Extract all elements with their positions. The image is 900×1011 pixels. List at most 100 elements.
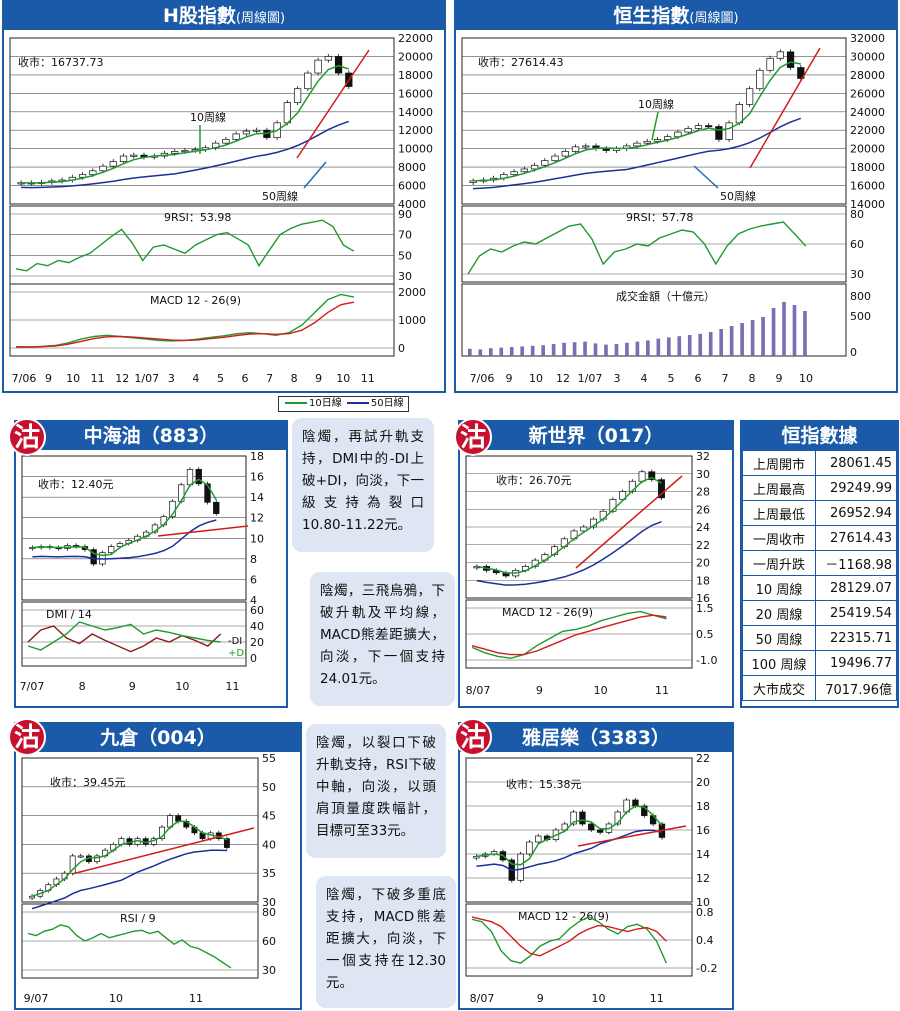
y-tick-label: 16000 xyxy=(398,87,433,100)
x-tick-label: 9 xyxy=(315,372,322,385)
y-tick-label: 8000 xyxy=(398,161,426,174)
x-tick-label: 8 xyxy=(749,372,756,385)
x-tick-label: 9 xyxy=(536,684,543,697)
wharf-note: 陰燭，以裂口下破升軌支持，RSI下破中軸，向淡，以頭肩頂量度跌幅計，目標可至33… xyxy=(306,724,446,858)
candle-body xyxy=(304,72,312,90)
turnover-bar xyxy=(551,344,556,356)
turnover-bar xyxy=(750,320,755,356)
turnover-bar xyxy=(740,323,744,356)
nwd-panel: 新世界（017） 32 30 28 26 24 22 20 18 16 收市：26.70元 1.5 0… xyxy=(458,420,734,708)
x-tick-label: 4 xyxy=(641,372,648,385)
candle-body xyxy=(609,499,617,512)
candle-body xyxy=(119,155,128,162)
candle-body xyxy=(334,56,343,74)
cnooc-header: 中海油（883） xyxy=(16,422,286,450)
ma50-line xyxy=(476,829,663,871)
y-tick-label: 16 xyxy=(696,824,710,837)
ma10-line xyxy=(32,478,217,557)
x-tick-label: 9 xyxy=(776,372,783,385)
turnover-bar xyxy=(687,335,692,356)
wharf-chart: 55 50 45 40 35 30 收市：39.45元 80 60 30 RSI / 9 9/07 10… xyxy=(21,752,276,1005)
y-tick-label: 4 xyxy=(250,594,257,607)
agile-sell-badge: 沽 xyxy=(454,718,492,756)
x-tick-label: 9/07 xyxy=(24,992,49,1005)
x-tick-label: 10 xyxy=(529,372,543,385)
candle-body xyxy=(766,57,774,71)
candle-body xyxy=(643,140,651,144)
x-tick-label: 8/07 xyxy=(466,684,491,697)
candle-body xyxy=(116,543,124,547)
x-tick-label: 10 xyxy=(594,684,608,697)
x-tick-label: 6 xyxy=(242,372,249,385)
candle-body xyxy=(596,829,604,833)
candle-body xyxy=(175,815,182,822)
ma-legend: 10日線 50日線 xyxy=(278,396,409,412)
y-tick-label: 20 xyxy=(696,776,710,789)
ma10-arrow xyxy=(651,111,659,141)
turnover-bar xyxy=(478,349,483,356)
stats-row: 上周最高 29249.99 xyxy=(742,475,897,501)
stats-row: 10 周線 28129.07 xyxy=(742,575,897,601)
macd-label: MACD 12 - 26(9) xyxy=(518,910,609,923)
candle-body xyxy=(89,170,97,175)
candle-body xyxy=(725,122,733,140)
ma50-line xyxy=(473,117,802,190)
x-tick-label: 7/06 xyxy=(470,372,495,385)
candle-body xyxy=(694,125,703,129)
agile-note: 陰燭，下破多重底支持，MACD熊差距擴大，向淡，下一個支持在12.30元。 xyxy=(316,876,456,1008)
candle-body xyxy=(186,469,194,486)
y-tick-label: 45 xyxy=(262,810,276,823)
candle-body xyxy=(745,88,754,105)
ma50-arrow xyxy=(303,161,327,189)
y-tick-label: 0 xyxy=(398,342,405,355)
turnover-bar xyxy=(625,342,629,356)
agile-title: 雅居樂（3383） xyxy=(522,727,670,749)
close-label: 收市：12.40元 xyxy=(38,477,114,491)
stats-row: 大市成交 7017.96億 xyxy=(742,675,897,701)
y-tick-label: 40 xyxy=(262,838,276,851)
ma10-line xyxy=(476,476,662,574)
candle-body xyxy=(561,151,569,157)
close-label: 收市：27614.43 xyxy=(478,55,564,69)
candle-body xyxy=(535,835,542,843)
turnover-bar xyxy=(614,344,619,356)
x-tick-label: 5 xyxy=(217,372,224,385)
hsi-stats-title: 恒指數據 xyxy=(781,425,858,447)
hsi-stats-table: 上周開市 28061.45 上周最高 29249.99 上周最低 26952.94 一周收市… xyxy=(742,450,897,701)
stats-value: 26952.94 xyxy=(815,500,897,526)
turnover-bar xyxy=(520,346,525,356)
turnover-bar xyxy=(635,341,640,356)
macd-line xyxy=(471,610,667,659)
candle-body xyxy=(582,145,590,148)
candle-body xyxy=(602,148,610,151)
wharf-sell-badge: 沽 xyxy=(8,718,46,756)
candle-body xyxy=(78,174,87,178)
ma50-line xyxy=(32,519,217,560)
y-tick-label: -0.2 xyxy=(696,962,717,975)
ma10-line xyxy=(21,64,350,184)
nwd-note: 陰燭，三飛烏鴉，下破升軌及平均線，MACD熊差距擴大，向淡，下一個支持24.01… xyxy=(310,572,455,706)
y-tick-label: 60 xyxy=(850,238,864,251)
candle-body xyxy=(641,805,648,816)
candle-body xyxy=(588,823,595,831)
x-tick-label: 12 xyxy=(115,372,129,385)
y-tick-label: 30 xyxy=(398,270,412,283)
candle-body xyxy=(735,104,743,124)
stats-value: 28129.07 xyxy=(815,575,897,601)
y-tick-label: 26 xyxy=(696,503,710,516)
stats-label: 10 周線 xyxy=(742,575,816,601)
x-tick-label: 7/07 xyxy=(20,680,45,693)
candle-body xyxy=(632,799,639,807)
agile-header: 雅居樂（3383） xyxy=(460,724,732,752)
y-tick-label: 50 xyxy=(398,249,412,262)
x-tick-label: 4 xyxy=(192,372,199,385)
macd-signal-line xyxy=(471,916,667,957)
candle-body xyxy=(99,165,107,172)
y-tick-label: 14 xyxy=(696,848,710,861)
plus-di-line xyxy=(27,621,221,651)
stats-label: 100 周線 xyxy=(742,650,816,676)
close-label: 收市：15.38元 xyxy=(506,777,582,791)
x-tick-label: 6 xyxy=(695,372,702,385)
turnover-label: 成交金額（十億元） xyxy=(616,289,715,303)
candle-body xyxy=(232,133,240,140)
